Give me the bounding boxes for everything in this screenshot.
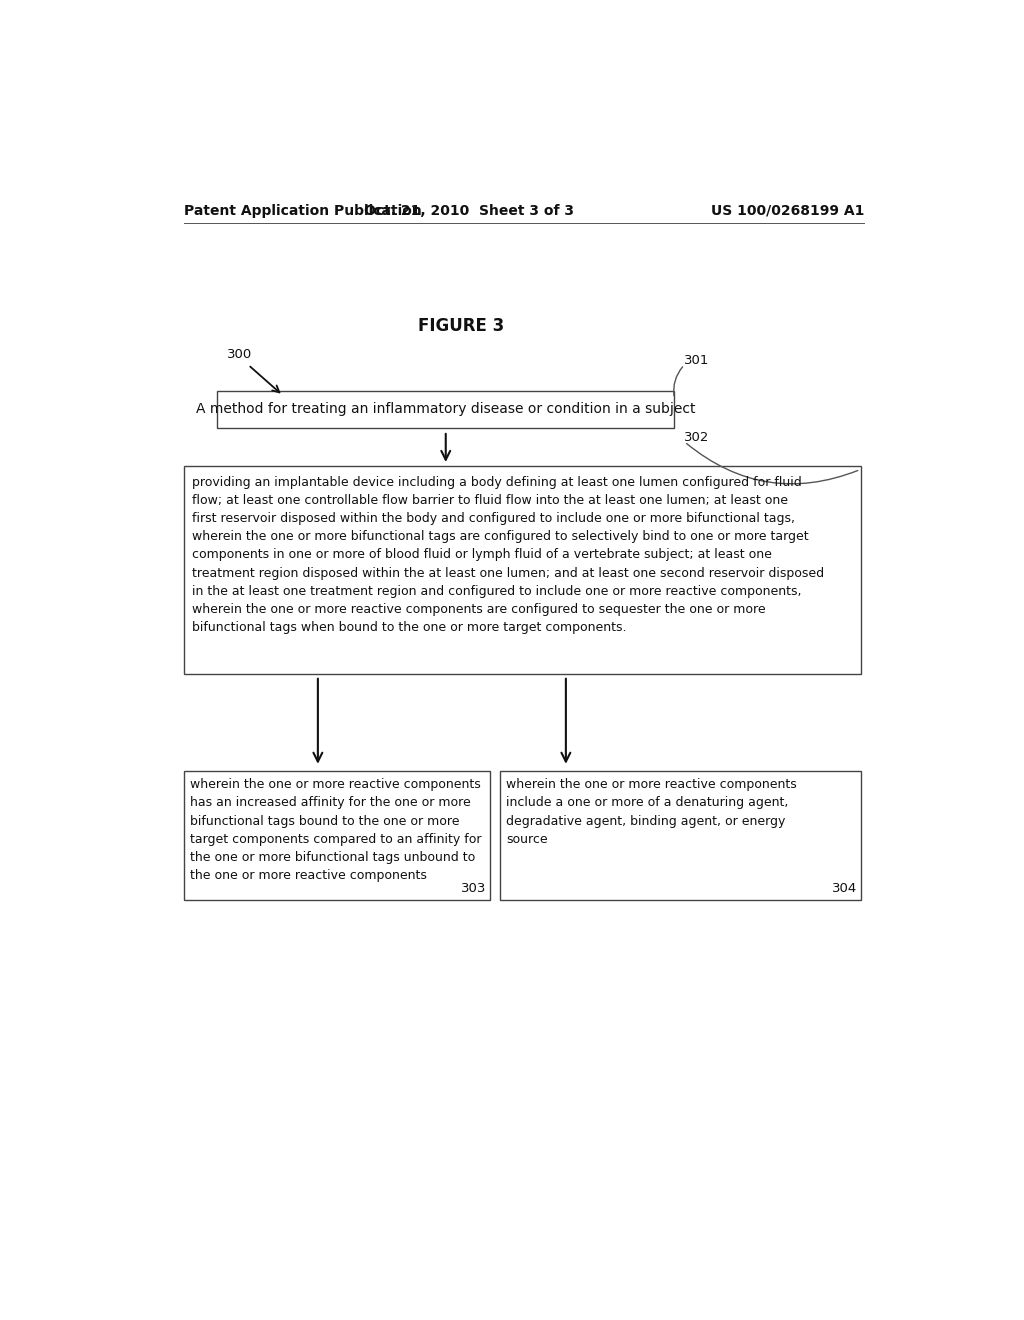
- Text: A method for treating an inflammatory disease or condition in a subject: A method for treating an inflammatory di…: [196, 403, 695, 416]
- Text: Patent Application Publication: Patent Application Publication: [183, 203, 422, 218]
- Text: 303: 303: [461, 882, 486, 895]
- Text: Oct. 21, 2010  Sheet 3 of 3: Oct. 21, 2010 Sheet 3 of 3: [364, 203, 574, 218]
- Text: FIGURE 3: FIGURE 3: [418, 317, 505, 335]
- Text: 300: 300: [227, 348, 253, 362]
- FancyBboxPatch shape: [183, 771, 489, 900]
- Text: wherein the one or more reactive components
has an increased affinity for the on: wherein the one or more reactive compone…: [190, 779, 481, 882]
- FancyBboxPatch shape: [217, 391, 675, 428]
- FancyBboxPatch shape: [183, 466, 861, 675]
- Text: 301: 301: [684, 354, 710, 367]
- FancyBboxPatch shape: [500, 771, 861, 900]
- Text: wherein the one or more reactive components
include a one or more of a denaturin: wherein the one or more reactive compone…: [506, 779, 797, 846]
- Text: 302: 302: [684, 430, 710, 444]
- Text: 304: 304: [833, 882, 857, 895]
- Text: US 100/0268199 A1: US 100/0268199 A1: [711, 203, 864, 218]
- Text: providing an implantable device including a body defining at least one lumen con: providing an implantable device includin…: [191, 475, 823, 634]
